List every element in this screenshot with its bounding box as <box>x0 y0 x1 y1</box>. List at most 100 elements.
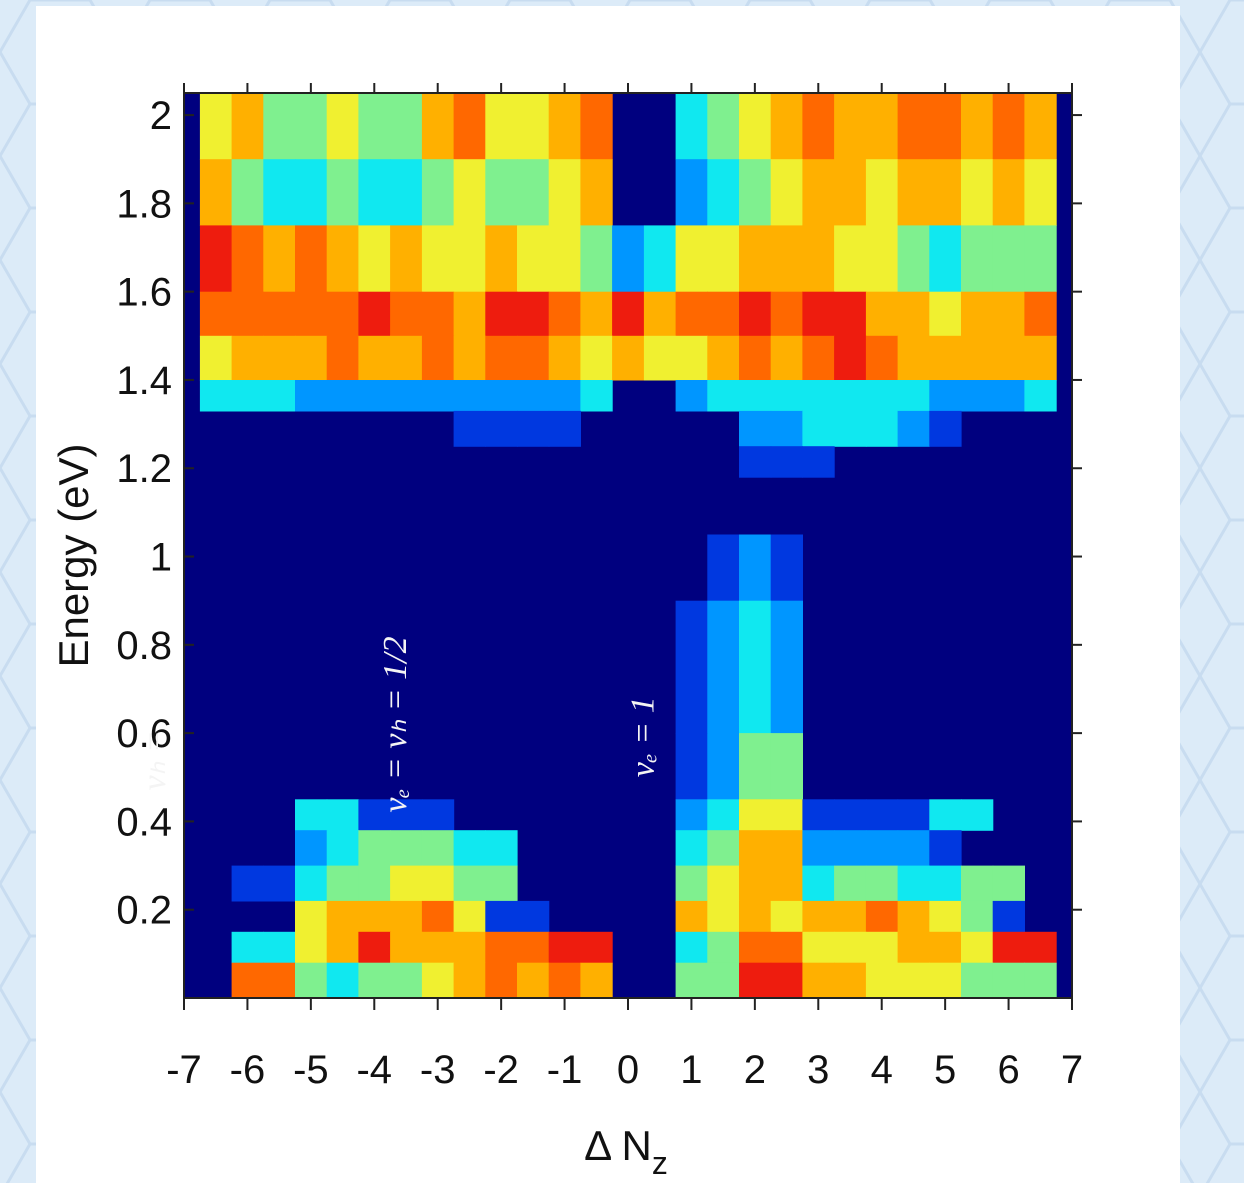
heatmap-cell <box>390 225 423 293</box>
heatmap-cell <box>421 159 455 226</box>
heatmap-cell <box>295 830 328 867</box>
y-tick-label: 1 <box>150 536 172 580</box>
heatmap-cell <box>421 799 455 831</box>
heatmap-cell <box>897 410 930 447</box>
x-tick-label: 0 <box>617 1048 639 1092</box>
heatmap-cell <box>961 900 994 933</box>
heatmap-cell <box>739 830 772 867</box>
heatmap-cell <box>390 380 423 412</box>
heatmap-cell <box>263 335 296 381</box>
heatmap-cell <box>643 291 677 337</box>
heatmap-cell <box>517 380 550 412</box>
heatmap-cell <box>295 865 328 902</box>
x-tick-label: -3 <box>420 1048 456 1092</box>
heatmap-cell <box>865 225 899 293</box>
heatmap-cell <box>739 291 772 337</box>
heatmap-cell <box>295 380 328 412</box>
x-axis-title-main: Δ N <box>584 1122 652 1169</box>
heatmap-cell <box>263 159 296 226</box>
x-axis-title-subscript: z <box>652 1145 668 1181</box>
heatmap-cell <box>770 446 803 478</box>
heatmap-cell <box>707 962 740 999</box>
heatmap-cell <box>675 931 708 964</box>
heatmap-cell <box>390 900 423 933</box>
heatmap-cell <box>834 380 867 412</box>
heatmap-cell <box>421 900 455 933</box>
heatmap-cell <box>326 900 359 933</box>
heatmap-cell <box>961 335 994 381</box>
heatmap-cell <box>485 380 518 412</box>
heatmap-cell <box>834 159 867 226</box>
heatmap-cell <box>675 865 708 902</box>
x-tick-label: -6 <box>230 1048 266 1092</box>
heatmap-cell <box>802 93 835 160</box>
y-tick-label: 0.2 <box>116 889 172 933</box>
heatmap-cell <box>770 410 803 447</box>
heatmap-cell <box>675 225 708 293</box>
heatmap-cell <box>485 159 518 226</box>
heatmap-cell <box>675 900 708 933</box>
heatmap-cell <box>548 380 581 412</box>
heatmap-cell <box>929 291 962 337</box>
heatmap-cell <box>453 380 486 412</box>
x-tick-label: -2 <box>483 1048 519 1092</box>
heatmap-cell <box>358 865 391 902</box>
heatmap-cell <box>453 900 486 933</box>
heatmap-cell <box>802 410 835 447</box>
heatmap-cell <box>770 93 803 160</box>
heatmap-cell <box>865 159 899 226</box>
x-tick-label: 6 <box>997 1048 1019 1092</box>
heatmap-cell <box>358 931 391 964</box>
heatmap-cell <box>675 830 708 867</box>
heatmap-cell <box>802 830 835 867</box>
heatmap-cell <box>485 225 518 293</box>
heatmap-cell <box>295 799 328 831</box>
heatmap-cell <box>326 93 359 160</box>
heatmap-cell <box>897 380 930 412</box>
heatmap-cell <box>992 380 1025 412</box>
heatmap-cell <box>326 865 359 902</box>
x-tick-label: 3 <box>807 1048 829 1092</box>
heatmap-cell <box>548 291 581 337</box>
y-tick-label: 1.4 <box>116 359 172 403</box>
heatmap-cell <box>517 900 550 933</box>
x-tick-label: 1 <box>680 1048 702 1092</box>
heatmap-cell <box>548 93 581 160</box>
heatmap-cell <box>897 865 930 902</box>
heatmap-cell <box>643 335 677 381</box>
heatmap-cell <box>231 380 264 412</box>
heatmap-cell <box>390 865 423 902</box>
heatmap-cell <box>675 380 708 412</box>
heatmap-cell <box>548 335 581 381</box>
heatmap-cell <box>929 410 962 447</box>
heatmap-cell <box>707 865 740 902</box>
heatmap-cell <box>485 93 518 160</box>
heatmap-cell <box>231 159 264 226</box>
heatmap-cell <box>358 830 391 867</box>
heatmap-cell <box>992 931 1025 964</box>
heatmap-cell <box>834 931 867 964</box>
heatmap-cell <box>358 962 391 999</box>
heatmap-cell <box>453 830 486 867</box>
heatmap-cell <box>580 291 613 337</box>
heatmap-cell <box>802 225 835 293</box>
heatmap-cell <box>739 159 772 226</box>
heatmap-cell <box>865 900 899 933</box>
heatmap-cell <box>834 93 867 160</box>
heatmap-cell <box>834 962 867 999</box>
heatmap-cell <box>675 733 708 800</box>
heatmap-cell <box>897 93 930 160</box>
heatmap-cell <box>929 799 962 831</box>
heatmap-cell <box>865 410 899 447</box>
heatmap-cell <box>643 225 677 293</box>
heatmap-cell <box>897 335 930 381</box>
heatmap-cell <box>770 830 803 867</box>
heatmap-cell <box>770 733 803 800</box>
heatmap-cell <box>358 93 391 160</box>
heatmap-cell <box>897 962 930 999</box>
heatmap-cell <box>485 900 518 933</box>
heatmap-cell <box>453 410 486 447</box>
heatmap-cell <box>231 962 264 999</box>
heatmap-cell <box>707 534 740 602</box>
x-tick-label: -1 <box>547 1048 583 1092</box>
